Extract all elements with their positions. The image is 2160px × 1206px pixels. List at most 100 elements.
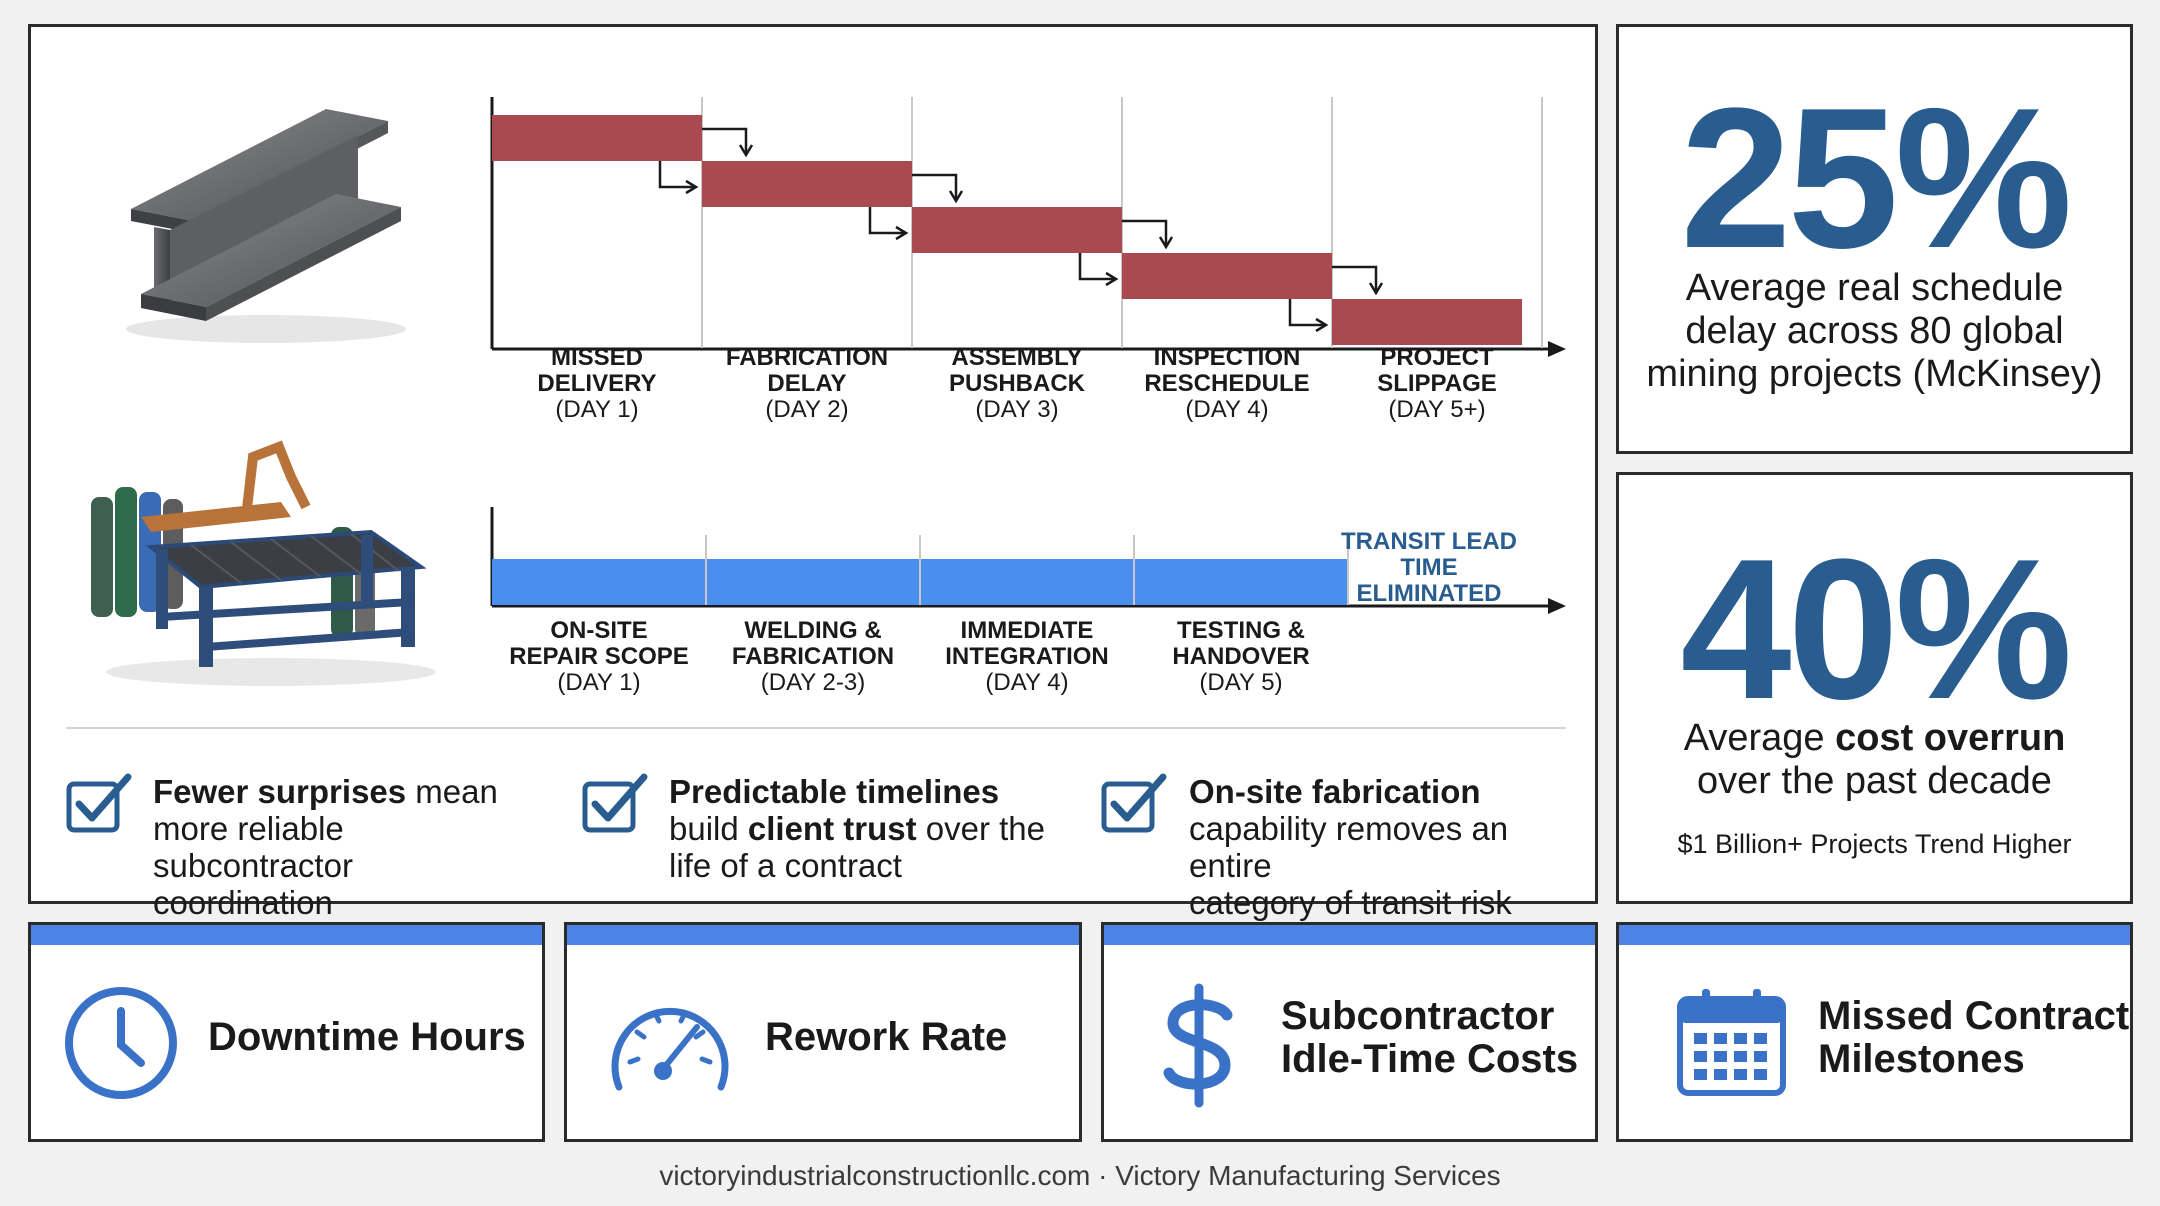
stat-line: over the past decade [1697, 760, 2052, 802]
delay-cascade-chart [490, 97, 1566, 357]
metric-card-downtime: Downtime Hours [28, 922, 545, 1142]
stage-label-line: INSPECTION [1153, 344, 1301, 371]
cascade-arrow [1332, 265, 1378, 291]
delay-bar [1122, 253, 1332, 299]
cascade-arrow [1078, 253, 1114, 281]
check-item-text: mean [406, 773, 498, 810]
transit-annotation-line2: TIME ELIMINATED [1356, 554, 1502, 607]
stage-label-line: WELDING & [744, 617, 882, 644]
stage-label-line: IMMEDIATE [960, 617, 1094, 644]
metric-label: Rework Rate [765, 1016, 1007, 1059]
cascade-arrowhead [1158, 236, 1174, 250]
stage-label-line: DELAY [767, 370, 847, 397]
delay-bar [912, 207, 1122, 253]
stage-label-line: RESCHEDULE [1144, 370, 1310, 397]
check-item-text: capability removes an entire [1189, 810, 1509, 884]
delay-bar [1332, 299, 1522, 345]
check-item-bold: On-site fabrication [1189, 773, 1481, 810]
metric-label-line: Idle-Time Costs [1281, 1037, 1579, 1081]
onsite-stage-label: IMMEDIATE INTEGRATION (DAY 4) [912, 618, 1142, 696]
cascade-arrowhead [738, 144, 754, 158]
check-item-timelines: Predictable timelines build client trust… [669, 773, 1069, 884]
cascade-arrow [1122, 219, 1168, 245]
stage-day-label: (DAY 5) [1199, 669, 1283, 696]
stage-label-line: REPAIR SCOPE [509, 643, 689, 670]
stage-day-label: (DAY 4) [985, 669, 1069, 696]
check-item-text: category of transit risk [1189, 884, 1512, 921]
check-item-text: coordination [153, 884, 333, 921]
stat-line: Average real schedule [1685, 267, 2064, 309]
metric-label-line: Milestones [1818, 1037, 2025, 1081]
cascade-arrow [658, 161, 694, 189]
stat-panel-schedule: 25% Average real schedule delay across 8… [1616, 24, 2133, 454]
footer-text: victoryindustrialconstructionllc.com · V… [659, 1160, 1501, 1191]
metric-accent-bar [1619, 925, 2130, 945]
metric-label-line: Subcontractor [1281, 994, 1555, 1038]
cascade-arrow [702, 127, 748, 153]
stat-line: Average [1683, 717, 1836, 759]
stage-label-line: SLIPPAGE [1377, 370, 1497, 397]
check-item-bold: Fewer surprises [153, 773, 407, 810]
onsite-stage-label: ON-SITE REPAIR SCOPE (DAY 1) [484, 618, 714, 696]
onsite-bar [706, 559, 920, 605]
stage-day-label: (DAY 2-3) [760, 669, 866, 696]
stage-day-label: (DAY 4) [1185, 396, 1269, 423]
cascade-arrowhead [1368, 282, 1384, 296]
metric-label: Downtime Hours [208, 1016, 526, 1059]
stage-day-label: (DAY 3) [975, 396, 1059, 423]
stat-value-schedule: 25% [1680, 67, 2072, 290]
stage-day-label: (DAY 2) [765, 396, 849, 423]
stat-line-bold: cost overrun [1835, 717, 2066, 759]
stage-label-line: INTEGRATION [945, 643, 1109, 670]
stage-day-label: (DAY 1) [555, 396, 639, 423]
stage-day-label: (DAY 1) [557, 669, 641, 696]
metric-label-line: Rework Rate [765, 1015, 1008, 1059]
stage-label-line: TESTING & [1176, 617, 1305, 644]
dollar-icon [1163, 983, 1233, 1108]
checkbox-icon [1101, 773, 1167, 833]
metric-accent-bar [1104, 925, 1595, 945]
checkbox-icon [582, 773, 648, 833]
metric-card-idle-costs: Subcontractor Idle-Time Costs [1101, 922, 1598, 1142]
cascade-arrowhead [685, 179, 699, 195]
check-item-text: life of a contract [669, 847, 902, 884]
main-panel: MISSED DELIVERY (DAY 1) FABRICATION DELAY (DA… [28, 24, 1598, 921]
check-item-text: more reliable subcontractor [153, 810, 353, 884]
checkbox-icon [66, 773, 132, 833]
stat-value-cost: 40% [1680, 518, 2072, 741]
delay-bar [702, 161, 912, 207]
metric-accent-bar [567, 925, 1079, 945]
cascade-arrow [868, 207, 904, 235]
delay-stage-label: MISSED DELIVERY (DAY 1) [487, 345, 707, 423]
onsite-bar [1134, 559, 1348, 605]
delay-stage-label: FABRICATION DELAY (DAY 2) [697, 345, 917, 423]
stat-description-cost: Average cost overrun over the past decad… [1619, 717, 2130, 803]
divider [66, 727, 1566, 729]
cascade-arrowhead [948, 190, 964, 204]
metric-card-milestones: Missed Contract Milestones [1616, 922, 2133, 1142]
metric-label-line: Missed Contract [1818, 994, 2130, 1038]
clock-icon [65, 987, 177, 1099]
stage-label-line: ASSEMBLY [951, 344, 1083, 371]
stat-line: mining projects (McKinsey) [1646, 353, 2103, 395]
fabrication-table-icon [91, 440, 436, 686]
cascade-arrow [1288, 299, 1324, 327]
stage-label-line: MISSED [550, 344, 643, 371]
check-item-text: build [669, 810, 748, 847]
stage-label-line: DELIVERY [537, 370, 657, 397]
onsite-bar [920, 559, 1134, 605]
onsite-stage-label: WELDING & FABRICATION (DAY 2-3) [698, 618, 928, 696]
metric-label-line: Downtime Hours [208, 1015, 526, 1059]
onsite-stage-label: TESTING & HANDOVER (DAY 5) [1126, 618, 1356, 696]
stage-label-line: PROJECT [1380, 344, 1494, 371]
cascade-arrowhead [1315, 317, 1329, 333]
cascade-arrow [912, 173, 958, 199]
check-item-bold: Predictable timelines [669, 773, 1000, 810]
check-item-bold: client trust [747, 810, 917, 847]
transit-annotation-line1: TRANSIT LEAD [1341, 528, 1517, 555]
delay-stage-label: INSPECTION RESCHEDULE (DAY 4) [1117, 345, 1337, 423]
delay-bar [492, 115, 702, 161]
metric-label: Missed Contract Milestones [1818, 995, 2129, 1081]
onsite-timeline-chart [490, 507, 1566, 614]
speedometer-icon [611, 1007, 729, 1091]
